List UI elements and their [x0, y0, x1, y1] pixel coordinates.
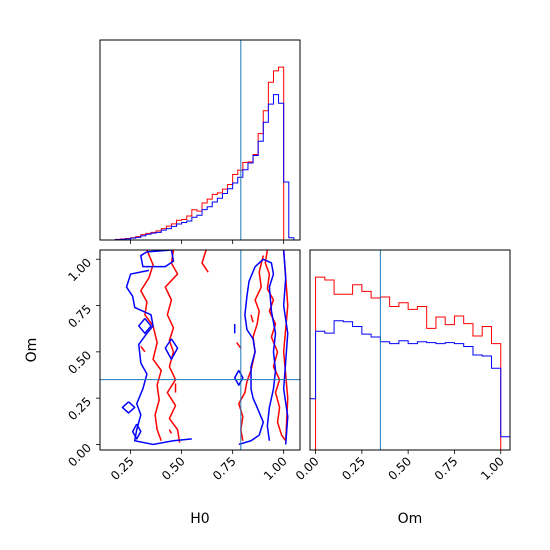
h0-histogram-blue — [100, 94, 300, 240]
om-histogram-blue — [310, 320, 510, 450]
contour-x-ticks: 0.25 0.50 0.75 1.00 — [108, 450, 290, 483]
x-axis-label-om: Om — [398, 511, 423, 527]
x-axis-label-h0: H0 — [190, 511, 209, 527]
om-histogram-red — [310, 276, 510, 450]
om-x-tick-label-3: 0.75 — [432, 454, 461, 483]
contour-x-tick-label-1: 0.50 — [159, 454, 188, 483]
contour-y-tick-label-0: 0.00 — [65, 441, 94, 470]
contour-blue-10 — [140, 250, 175, 268]
contour-frame — [99, 249, 301, 451]
contour-red-7 — [168, 429, 173, 434]
h0-histogram-ticks — [130, 240, 285, 244]
om-histogram-frame — [309, 249, 511, 451]
contour-red-8 — [236, 342, 242, 349]
contour-red-9 — [250, 314, 254, 323]
contour-blue-14 — [138, 318, 152, 335]
h0-histogram-red — [100, 66, 300, 240]
contour-x-tick-label-2: 0.75 — [210, 454, 239, 483]
contour-y-ticks: 0.00 0.25 0.50 0.75 1.00 — [65, 255, 100, 469]
contour-y-tick-label-2: 0.50 — [65, 348, 94, 377]
contour-x-tick-label-0: 0.25 — [108, 454, 137, 483]
contour-blue-19 — [282, 250, 289, 445]
h0-om-contour-panel: 0.25 0.50 0.75 1.00 0.00 0.25 0.50 0.75 1.00 — [65, 249, 301, 483]
om-x-tick-label-4: 1.00 — [478, 454, 507, 483]
h0-histogram-frame — [99, 39, 301, 241]
contour-x-tick-label-3: 1.00 — [261, 454, 290, 483]
contour-blue-16 — [238, 258, 277, 446]
contour-blue-13 — [121, 401, 136, 414]
contour-y-tick-label-1: 0.25 — [65, 394, 94, 423]
contour-blue-11 — [125, 269, 192, 446]
om-x-tick-label-0: 0.00 — [293, 454, 322, 483]
y-axis-label-om: Om — [24, 338, 40, 363]
contour-y-tick-label-3: 0.75 — [65, 302, 94, 331]
contour-y-tick-label-4: 1.00 — [65, 255, 94, 284]
om-histogram-panel: 0.00 0.25 0.50 0.75 1.00 — [293, 249, 511, 483]
contour-red-0 — [140, 250, 162, 441]
contour-red-1 — [164, 250, 181, 443]
om-x-tick-label-2: 0.50 — [385, 454, 414, 483]
h0-histogram-panel — [99, 39, 301, 244]
contour-lines — [121, 250, 289, 446]
contour-blue-15 — [164, 338, 179, 361]
contour-red-2 — [201, 250, 209, 273]
contour-blue-17 — [233, 370, 244, 386]
contour-blue-12 — [131, 423, 142, 440]
contour-red-4 — [264, 250, 289, 442]
om-x-tick-label-1: 0.25 — [339, 454, 368, 483]
h0-histogram-series — [100, 66, 300, 240]
om-histogram-series — [310, 276, 510, 450]
contour-red-5 — [140, 345, 146, 353]
om-histogram-x-ticks: 0.00 0.25 0.50 0.75 1.00 — [293, 450, 507, 483]
